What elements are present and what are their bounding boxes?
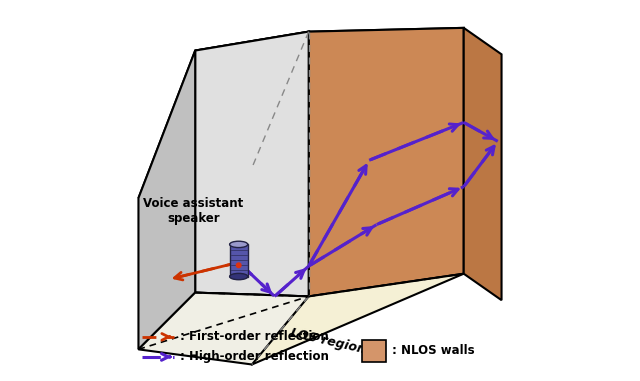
Polygon shape [195,274,464,365]
Text: : First-order reflection: : First-order reflection [180,330,329,343]
Ellipse shape [230,274,248,280]
Text: : High-order reflection: : High-order reflection [180,351,329,363]
Polygon shape [138,293,308,365]
Text: Voice assistant
speaker: Voice assistant speaker [143,197,243,225]
Circle shape [236,263,241,267]
Polygon shape [195,32,308,296]
Text: LOS region: LOS region [289,327,367,357]
Polygon shape [464,28,502,300]
Polygon shape [195,28,464,100]
Polygon shape [308,28,464,296]
Bar [230,244,248,277]
Ellipse shape [230,241,248,248]
Text: : NLOS walls: : NLOS walls [392,344,474,357]
Polygon shape [138,32,308,198]
Polygon shape [138,51,195,349]
Bar [362,340,386,362]
